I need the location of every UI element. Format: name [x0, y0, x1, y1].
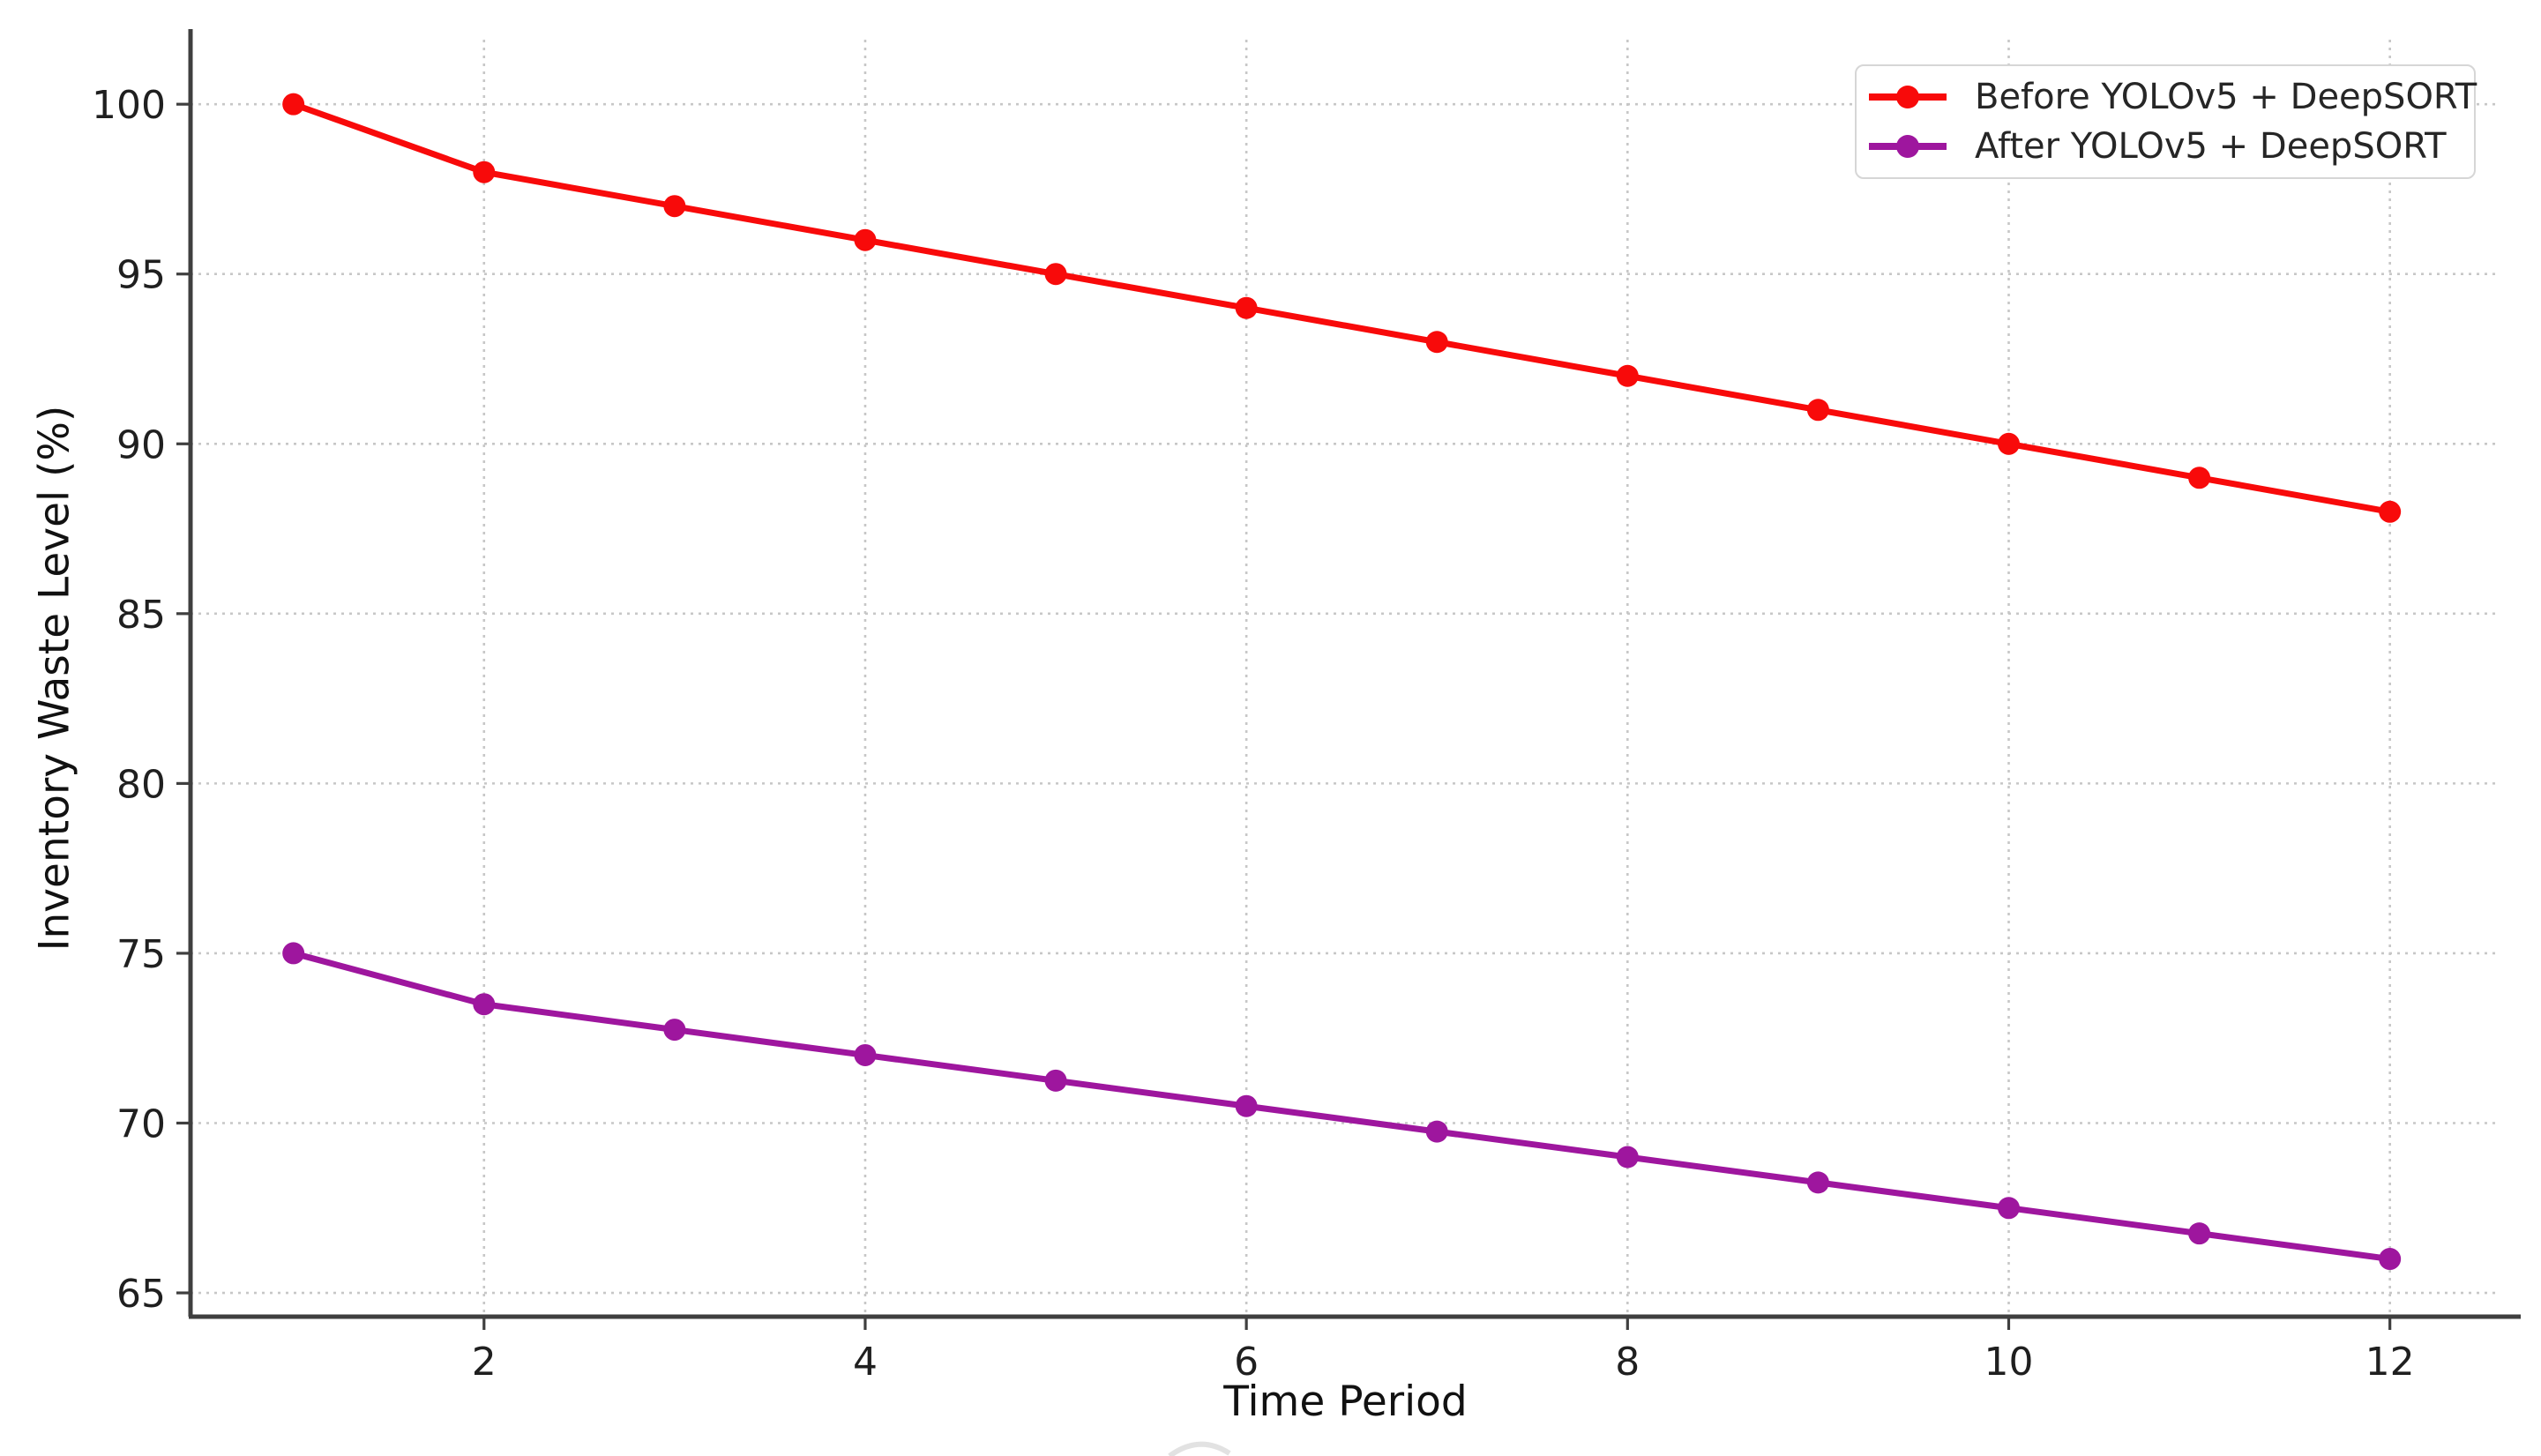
- data-point-series1-x12: [2379, 1248, 2402, 1271]
- x-tick-label: 4: [853, 1340, 878, 1385]
- data-point-series1-x11: [2188, 1222, 2211, 1245]
- legend: Before YOLOv5 + DeepSORT After YOLOv5 + …: [1855, 64, 2477, 179]
- data-point-series1-x8: [1616, 1146, 1639, 1169]
- data-point-series1-x6: [1235, 1094, 1258, 1117]
- y-tick-label: 100: [92, 83, 166, 128]
- y-tick-label: 85: [116, 593, 166, 638]
- data-point-series0-x8: [1616, 364, 1639, 387]
- legend-label-after: After YOLOv5 + DeepSORT: [1975, 125, 2447, 167]
- y-axis-title: Inventory Waste Level (%): [30, 405, 79, 952]
- legend-item-after: After YOLOv5 + DeepSORT: [1865, 129, 2474, 164]
- data-point-series1-x1: [282, 942, 305, 965]
- y-tick-label: 90: [116, 422, 166, 467]
- data-point-series1-x7: [1425, 1120, 1448, 1143]
- x-tick-label: 12: [2365, 1340, 2415, 1385]
- y-tick-label: 70: [116, 1101, 166, 1146]
- data-point-series0-x12: [2379, 500, 2402, 523]
- data-point-series1-x9: [1806, 1171, 1829, 1194]
- data-point-series0-x1: [282, 93, 305, 116]
- data-point-series0-x11: [2188, 467, 2211, 489]
- x-tick-label: 10: [1984, 1340, 2033, 1385]
- y-tick-label: 80: [116, 762, 166, 807]
- series-line-1: [290, 950, 2394, 1263]
- data-point-series1-x4: [854, 1043, 877, 1066]
- x-axis-title: Time Period: [1223, 1378, 1468, 1426]
- x-tick-label: 2: [472, 1340, 497, 1385]
- y-tick-label: 75: [116, 932, 166, 977]
- legend-marker-before-icon: [1869, 86, 1947, 109]
- series-line-0: [290, 101, 2394, 515]
- data-point-series0-x4: [854, 228, 877, 251]
- data-point-series1-x5: [1044, 1069, 1067, 1092]
- y-tick-label: 65: [116, 1272, 166, 1317]
- data-point-series1-x3: [663, 1019, 686, 1042]
- legend-label-before: Before YOLOv5 + DeepSORT: [1975, 77, 2477, 118]
- data-point-series0-x9: [1806, 399, 1829, 422]
- data-point-series0-x2: [473, 161, 496, 183]
- x-tick-label: 8: [1615, 1340, 1640, 1385]
- x-tick-label: 6: [1234, 1340, 1259, 1385]
- data-point-series0-x7: [1425, 331, 1448, 354]
- data-point-series0-x6: [1235, 296, 1258, 319]
- data-point-series0-x3: [663, 195, 686, 218]
- data-point-series0-x10: [1997, 432, 2020, 455]
- legend-marker-after-icon: [1869, 134, 1947, 158]
- legend-item-before: Before YOLOv5 + DeepSORT: [1865, 77, 2477, 118]
- data-point-series0-x5: [1044, 263, 1067, 286]
- data-point-series1-x2: [473, 993, 496, 1016]
- data-point-series1-x10: [1997, 1197, 2020, 1220]
- y-tick-label: 95: [116, 253, 166, 298]
